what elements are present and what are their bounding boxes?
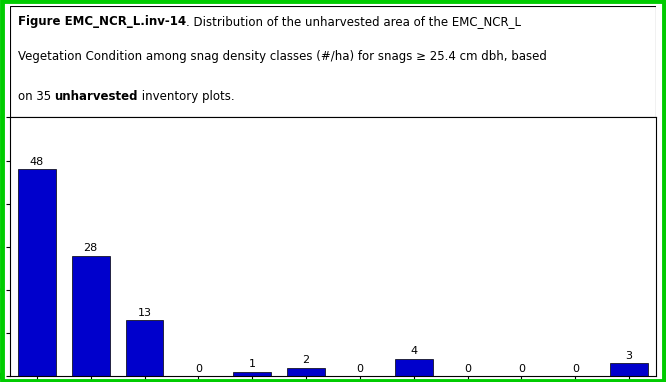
- Text: Figure EMC_NCR_L.inv-14: Figure EMC_NCR_L.inv-14: [18, 15, 186, 28]
- Text: 2: 2: [302, 355, 310, 365]
- Bar: [18, 169, 56, 376]
- Text: 3: 3: [625, 351, 633, 361]
- Bar: [610, 363, 648, 376]
- Text: 28: 28: [84, 243, 98, 253]
- Text: on 35: on 35: [18, 89, 55, 102]
- Bar: [287, 367, 325, 376]
- Bar: [395, 359, 433, 376]
- Text: 4: 4: [410, 346, 418, 356]
- Text: 0: 0: [518, 364, 525, 374]
- Text: 1: 1: [248, 359, 256, 369]
- Bar: [72, 256, 110, 376]
- Text: 0: 0: [195, 364, 202, 374]
- Text: . Distribution of the unharvested area of the EMC_NCR_L: . Distribution of the unharvested area o…: [186, 15, 521, 28]
- Text: Vegetation Condition among snag density classes (#/ha) for snags ≥ 25.4 cm dbh, : Vegetation Condition among snag density …: [18, 50, 547, 63]
- Text: 13: 13: [138, 308, 152, 317]
- Text: 0: 0: [356, 364, 364, 374]
- Text: unharvested: unharvested: [55, 89, 138, 102]
- Text: 0: 0: [571, 364, 579, 374]
- Bar: [233, 372, 271, 376]
- Text: 0: 0: [464, 364, 471, 374]
- Text: inventory plots.: inventory plots.: [138, 89, 234, 102]
- Bar: [126, 320, 163, 376]
- Text: 48: 48: [30, 157, 44, 167]
